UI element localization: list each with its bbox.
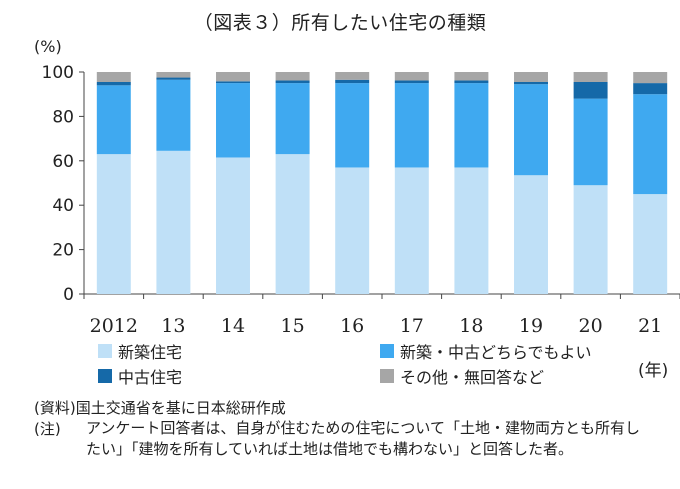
bar-segment-3-16 [335, 72, 370, 80]
legend-swatch-used-house [98, 369, 112, 383]
bar-segment-1-2012 [96, 85, 131, 155]
bar-segment-2-13 [156, 77, 191, 80]
source-note: (資料)国土交通省を基に日本総研作成 [34, 399, 286, 417]
bar-segment-1-19 [514, 84, 548, 176]
bar-segment-2-21 [633, 83, 668, 95]
bar-segment-0-14 [216, 157, 250, 294]
note-label: (注) [34, 420, 61, 438]
bar-segment-2-14 [216, 81, 250, 84]
x-tick-label: 18 [459, 315, 483, 337]
bar-segment-1-21 [633, 94, 668, 195]
x-tick-label: 17 [400, 315, 424, 337]
y-unit-label: (%) [34, 37, 62, 56]
legend-swatch-new-house [98, 344, 112, 358]
bar-segment-3-19 [514, 72, 548, 82]
axis-labels: 0 20 40 60 80 100 (%) 2012 13 14 15 16 17 18 19 20 21 [34, 37, 662, 337]
legend-label-new-house: 新築住宅 [118, 343, 183, 362]
y-tick-label: 100 [42, 63, 74, 83]
stacked-bar-chart: 0 20 40 60 80 100 (%) 2012 13 14 15 16 17 18 19 20 21 [34, 37, 680, 337]
bars [96, 72, 668, 294]
bar-segment-1-20 [573, 98, 608, 186]
bar-segment-3-17 [394, 72, 429, 81]
x-tick-label: 20 [579, 315, 603, 337]
bar-segment-0-16 [335, 167, 370, 294]
legend-item-used-house: 中古住宅 [98, 364, 182, 388]
legend-item-other: その他・無回答など [380, 364, 544, 388]
chart-title: （図表３）所有したい住宅の種類 [193, 12, 487, 34]
legend-label-other: その他・無回答など [400, 368, 545, 387]
bar-segment-2-19 [514, 81, 548, 85]
legend-swatch-either [380, 344, 394, 358]
bar-segment-0-19 [514, 175, 548, 294]
bar-segment-1-15 [275, 83, 310, 155]
bar-segment-2-16 [335, 79, 370, 84]
y-tick-label: 80 [52, 107, 74, 127]
bar-segment-0-21 [633, 194, 668, 294]
x-tick-label: 15 [281, 315, 305, 337]
bar-segment-3-18 [454, 72, 489, 81]
bar-segment-3-15 [275, 72, 310, 81]
bar-segment-2-15 [275, 80, 310, 84]
bar-segment-0-13 [156, 150, 191, 294]
legend-item-either: 新築・中古どちらでもよい [380, 339, 592, 363]
x-tick-label: 2012 [90, 315, 138, 337]
x-tick-label: 21 [638, 315, 662, 337]
y-tick-label: 20 [52, 241, 74, 261]
legend-swatch-other [380, 369, 394, 383]
bar-segment-3-20 [573, 72, 608, 82]
x-tick-label: 13 [161, 315, 185, 337]
bar-segment-2-2012 [96, 81, 131, 86]
y-tick-label: 60 [52, 152, 74, 172]
bar-segment-1-17 [394, 83, 429, 168]
bar-segment-0-2012 [96, 154, 131, 294]
x-tick-label: 19 [519, 315, 543, 337]
x-tick-label: 14 [221, 315, 245, 337]
x-tick-label: 16 [340, 315, 364, 337]
bar-segment-1-18 [454, 83, 489, 168]
bar-segment-1-14 [216, 83, 250, 158]
legend-label-either: 新築・中古どちらでもよい [400, 343, 592, 362]
bar-segment-0-20 [573, 185, 608, 294]
bar-segment-3-13 [156, 72, 191, 78]
y-tick-label: 40 [52, 196, 74, 216]
bar-segment-2-17 [394, 80, 429, 84]
y-tick-label: 0 [63, 285, 74, 305]
bar-segment-2-18 [454, 80, 489, 84]
legend-item-new-house: 新築住宅 [98, 339, 182, 363]
x-unit-label: (年) [638, 361, 669, 381]
bar-segment-3-21 [633, 72, 668, 84]
bar-segment-0-15 [275, 154, 310, 294]
bar-segment-2-20 [573, 81, 608, 99]
bar-segment-1-16 [335, 83, 370, 168]
bar-segment-1-13 [156, 79, 191, 151]
legend-label-used-house: 中古住宅 [118, 368, 183, 387]
bar-segment-0-18 [454, 167, 489, 294]
bar-segment-3-14 [216, 72, 250, 82]
note-text: アンケート回答者は、自身が住むための住宅について「土地・建物両方とも所有したい」… [86, 419, 640, 458]
bar-segment-0-17 [394, 167, 429, 294]
bar-segment-3-2012 [96, 72, 131, 82]
